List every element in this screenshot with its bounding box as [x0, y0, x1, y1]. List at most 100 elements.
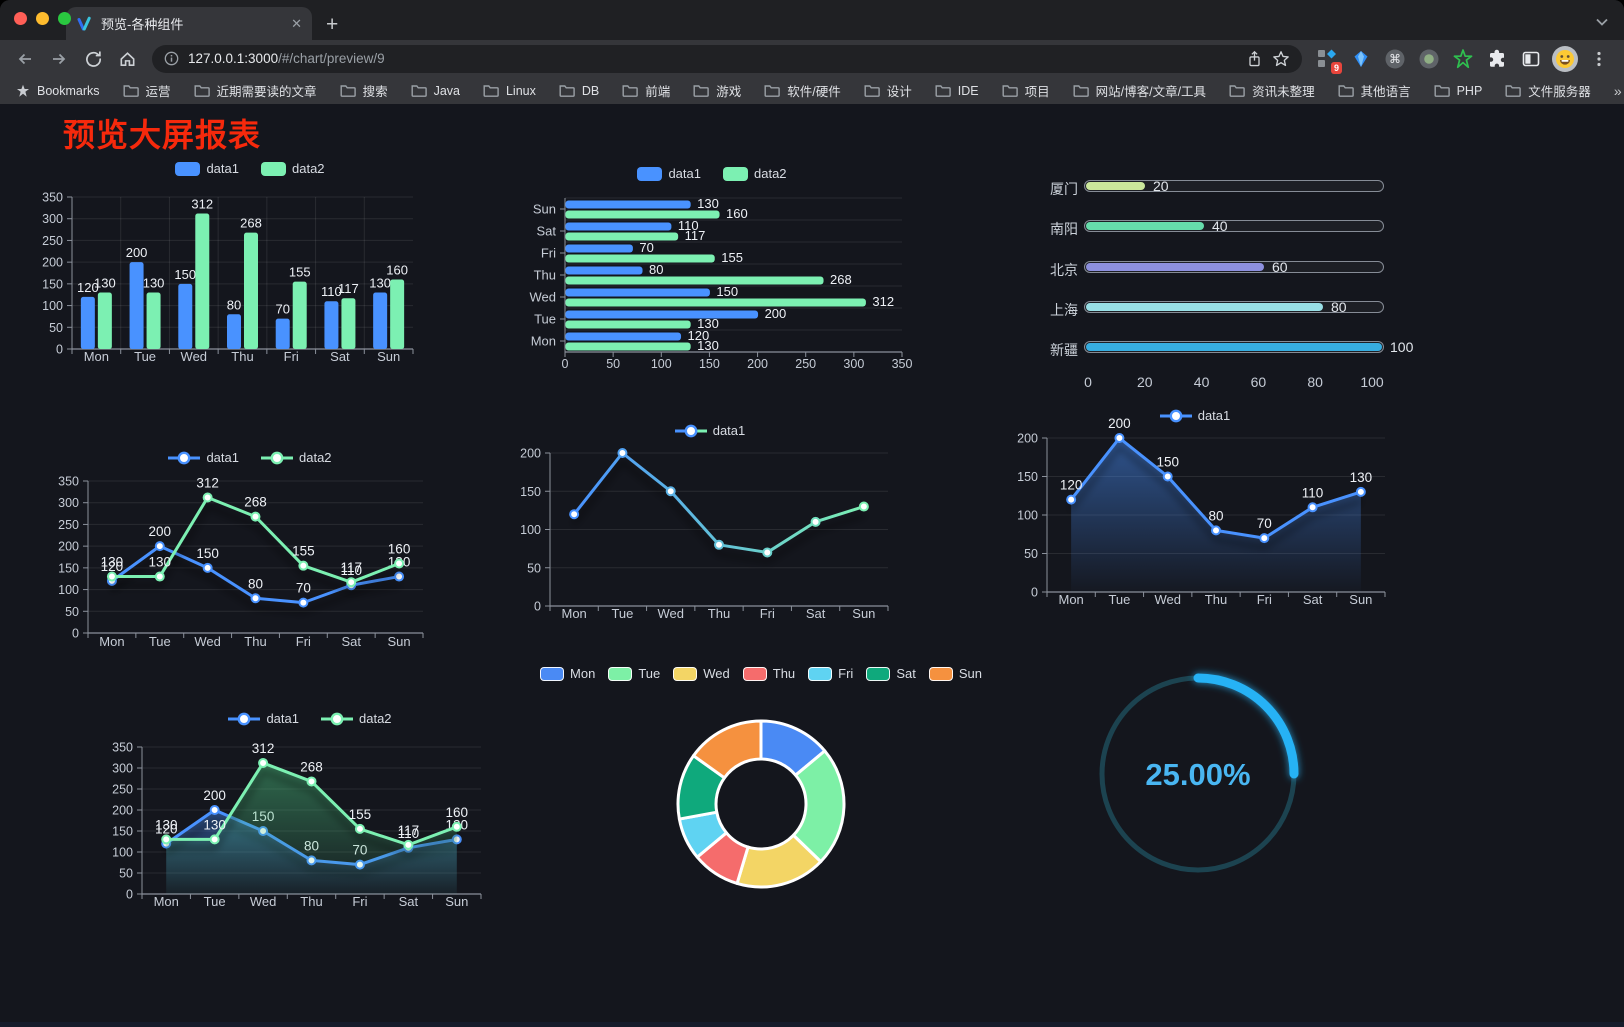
gradient-line-canvas[interactable]: 0 50 100 150 200 Mon Tue Wed Thu Fri Sat Sun — [498, 415, 922, 629]
browser-tab[interactable]: 预览-各种组件 ✕ — [66, 7, 312, 40]
command-extension-icon[interactable]: ⌘ — [1378, 43, 1412, 75]
progress-track — [1084, 261, 1384, 273]
two-line-chart: data1 data2 0 50 100 150 200 250 300 350 Mon Tue Wed… — [40, 444, 460, 658]
svg-text:Wed: Wed — [1154, 592, 1181, 607]
progress-row[interactable]: 上海 80 — [1040, 299, 1420, 318]
recorder-extension-icon[interactable] — [1412, 43, 1446, 75]
svg-text:100: 100 — [651, 357, 672, 371]
progress-fill — [1086, 343, 1382, 351]
bookmark-item[interactable]: 运营 — [123, 81, 171, 100]
legend-item[interactable]: data1 — [637, 166, 701, 181]
forward-button[interactable] — [42, 43, 76, 75]
home-button[interactable] — [110, 43, 144, 75]
chart-legend: data1 data2 — [100, 711, 520, 726]
svg-text:150: 150 — [520, 485, 541, 499]
bookmark-item[interactable]: DB — [559, 84, 599, 98]
svg-text:Tue: Tue — [204, 894, 226, 909]
bookmark-item[interactable]: 游戏 — [693, 81, 741, 100]
bar-chart-canvas[interactable]: 0 50 100 150 200 250 300 350 Mon Tue Wed Thu Fri Sat S… — [40, 152, 460, 380]
bookmark-item[interactable]: Java — [411, 84, 460, 98]
bookmark-star-icon[interactable] — [1272, 50, 1290, 68]
grouped-bar-chart: data1 data2 0 50 100 150 200 250 300 350 Mon Tue Wed… — [40, 152, 460, 380]
bookmark-item[interactable]: 近期需要读的文章 — [194, 81, 317, 100]
legend-item[interactable]: Mon — [540, 666, 595, 681]
site-info-icon[interactable] — [164, 51, 179, 66]
legend-item[interactable]: data1 — [228, 711, 299, 726]
minimize-window-button[interactable] — [36, 12, 49, 25]
legend-item[interactable]: Wed — [673, 666, 730, 681]
legend-label: Fri — [838, 666, 854, 681]
progress-row-label: 北京 — [1050, 262, 1078, 278]
two-area-line-canvas[interactable]: 0 50 100 150 200 250 300 350 Mon Tue Wed Thu Fri Sat S… — [100, 705, 520, 919]
folder-icon — [1229, 85, 1245, 97]
profile-avatar[interactable] — [1548, 43, 1582, 75]
bookmark-item[interactable]: PHP — [1434, 84, 1482, 98]
legend-item[interactable]: Tue — [608, 666, 660, 681]
bookmark-item[interactable]: 前端 — [622, 81, 670, 100]
address-bar[interactable]: 127.0.0.1:3000/#/chart/preview/9 — [152, 44, 1302, 73]
bookmark-item[interactable]: 网站/博客/文章/工具 — [1073, 81, 1206, 100]
bookmark-item[interactable]: IDE — [935, 84, 979, 98]
bookmarks-overflow-chevron[interactable]: » — [1613, 82, 1622, 99]
tab-search-chevron-icon[interactable] — [1596, 18, 1608, 26]
legend-marker-icon — [1159, 409, 1192, 422]
bookmark-item[interactable]: Linux — [483, 84, 536, 98]
browser-menu-kebab-icon[interactable] — [1582, 43, 1616, 75]
bookmark-item[interactable]: 设计 — [864, 81, 912, 100]
svg-text:200: 200 — [1108, 416, 1131, 431]
legend-marker-icon — [261, 161, 286, 176]
legend-item[interactable]: Fri — [808, 666, 853, 681]
bookmark-item[interactable]: 资讯未整理 — [1229, 81, 1315, 100]
bookmark-label: 前端 — [645, 85, 671, 99]
svg-text:0: 0 — [56, 343, 63, 357]
legend-label: data1 — [712, 423, 746, 438]
back-button[interactable] — [8, 43, 42, 75]
bookmark-item[interactable]: 搜索 — [340, 81, 388, 100]
svg-text:80: 80 — [227, 297, 241, 312]
tab-close-button[interactable]: ✕ — [291, 15, 302, 31]
legend-item[interactable]: data1 — [674, 423, 746, 438]
legend-item[interactable]: data1 — [175, 161, 239, 176]
donut-chart-canvas[interactable] — [556, 660, 966, 897]
svg-text:Tue: Tue — [534, 312, 556, 327]
legend-item[interactable]: data2 — [321, 711, 392, 726]
progress-row[interactable]: 厦门 20 — [1040, 178, 1420, 197]
legend-item[interactable]: data1 — [168, 450, 239, 465]
legend-item[interactable]: data2 — [261, 450, 332, 465]
green-star-extension-icon[interactable] — [1446, 43, 1480, 75]
legend-label: Sun — [958, 666, 982, 681]
bookmark-item[interactable]: Bookmarks — [16, 84, 100, 98]
area-line-canvas[interactable]: 0 50 100 150 200 Mon Tue Wed Thu Fri Sat Sun 120 200 1… — [983, 402, 1407, 619]
close-window-button[interactable] — [14, 12, 27, 25]
legend-item[interactable]: Thu — [742, 666, 795, 681]
reload-button[interactable] — [76, 43, 110, 75]
zoom-window-button[interactable] — [58, 12, 71, 25]
side-panel-icon[interactable] — [1514, 43, 1548, 75]
gem-extension-icon[interactable] — [1344, 43, 1378, 75]
two-line-canvas[interactable]: 0 50 100 150 200 250 300 350 Mon Tue Wed Thu Fri Sat S… — [40, 444, 460, 658]
svg-text:0: 0 — [72, 627, 79, 641]
svg-text:70: 70 — [296, 581, 311, 596]
bookmark-item[interactable]: 软件/硬件 — [764, 81, 841, 100]
tab-manager-extension-icon[interactable]: 9 — [1310, 43, 1344, 75]
new-tab-button[interactable]: + — [326, 12, 339, 36]
progress-row[interactable]: 新疆 100 — [1040, 339, 1420, 358]
legend-item[interactable]: data2 — [723, 166, 787, 181]
ring-progress-canvas[interactable]: 25.00% — [1080, 655, 1320, 892]
bookmark-item[interactable]: 文件服务器 — [1505, 81, 1591, 100]
share-icon[interactable] — [1246, 50, 1263, 68]
svg-text:312: 312 — [191, 197, 213, 212]
legend-item[interactable]: Sat — [866, 666, 916, 681]
extensions-puzzle-icon[interactable] — [1480, 43, 1514, 75]
folder-icon — [935, 85, 951, 97]
legend-item[interactable]: data2 — [261, 161, 325, 176]
bookmark-label: 文件服务器 — [1528, 85, 1591, 99]
bookmark-item[interactable]: 项目 — [1002, 81, 1050, 100]
url-text[interactable]: 127.0.0.1:3000/#/chart/preview/9 — [188, 51, 385, 66]
bookmark-item[interactable]: 其他语言 — [1338, 81, 1411, 100]
progress-row[interactable]: 南阳 40 — [1040, 218, 1420, 237]
legend-item[interactable]: data1 — [1159, 408, 1230, 423]
legend-item[interactable]: Sun — [928, 666, 982, 681]
progress-row[interactable]: 北京 60 — [1040, 259, 1420, 278]
